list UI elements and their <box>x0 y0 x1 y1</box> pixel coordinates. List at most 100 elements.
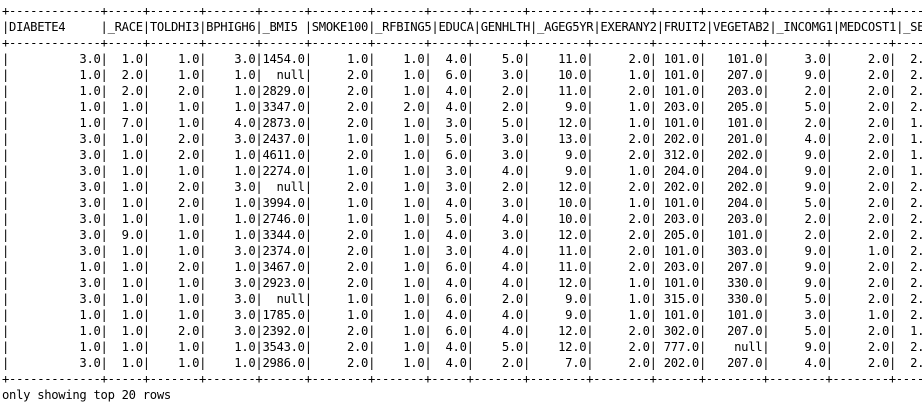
table-cell: 1.0 <box>9 116 101 130</box>
table-cell: 1.0 <box>107 324 143 338</box>
table-cell: 1.0 <box>375 84 425 98</box>
table-cell: 4.0 <box>473 212 523 226</box>
table-cell: 1.0 <box>375 164 425 178</box>
table-cell: 1.0 <box>107 148 143 162</box>
table-cell: 101.0 <box>705 116 763 130</box>
table-cell: 1.0 <box>375 52 425 66</box>
rows-shown-note: only showing top 20 rows <box>2 388 171 402</box>
table-cell: 2.0 <box>832 276 890 290</box>
table-row: | 3.0| 9.0| 1.0| 1.0|3344.0| 2.0| 1.0| 4… <box>2 227 922 243</box>
table-cell: 2.0 <box>832 260 890 274</box>
column-header: TOLDHI3 <box>149 20 200 34</box>
table-cell: 3.0 <box>9 212 101 226</box>
table-cell: 2.0 <box>910 68 922 82</box>
table-cell: 3.0 <box>206 308 256 322</box>
table-cell: 1.0 <box>149 68 200 82</box>
table-cell: 1.0 <box>149 292 200 306</box>
table-cell: 1.0 <box>910 132 922 146</box>
table-cell: 12.0 <box>529 324 587 338</box>
table-cell: 12.0 <box>529 228 587 242</box>
table-row: | 1.0| 1.0| 2.0| 3.0|2392.0| 2.0| 1.0| 6… <box>2 323 922 339</box>
table-cell: 203.0 <box>705 84 763 98</box>
table-cell: 4.0 <box>431 52 467 66</box>
table-cell: 1.0 <box>593 164 650 178</box>
table-cell: 2.0 <box>311 116 369 130</box>
table-cell: 2.0 <box>107 84 143 98</box>
table-cell: 2.0 <box>832 52 890 66</box>
table-cell: 2746.0 <box>262 212 305 226</box>
table-row: | 1.0| 7.0| 1.0| 4.0|2873.0| 2.0| 1.0| 3… <box>2 115 922 131</box>
table-cell: 1.0 <box>206 356 256 370</box>
table-cell: 2.0 <box>832 340 890 354</box>
table-row: | 1.0| 2.0| 1.0| 1.0| null| 2.0| 1.0| 6.… <box>2 67 922 83</box>
table-cell: 9.0 <box>769 164 826 178</box>
table-cell: 1.0 <box>9 340 101 354</box>
table-cell: 3.0 <box>473 228 523 242</box>
table-cell: 3.0 <box>769 308 826 322</box>
table-cell: 1.0 <box>149 212 200 226</box>
table-cell: 3.0 <box>9 276 101 290</box>
table-cell: 6.0 <box>431 324 467 338</box>
table-cell: 4.0 <box>473 260 523 274</box>
table-cell: 2.0 <box>311 84 369 98</box>
table-cell: 3.0 <box>206 132 256 146</box>
table-cell: 202.0 <box>705 180 763 194</box>
table-cell: 3.0 <box>9 228 101 242</box>
table-cell: 101.0 <box>656 308 700 322</box>
table-cell: 1.0 <box>593 100 650 114</box>
table-cell: 2.0 <box>473 180 523 194</box>
table-cell: 4.0 <box>431 276 467 290</box>
column-header: GENHLTH <box>480 20 531 34</box>
table-cell: 1.0 <box>206 148 256 162</box>
table-cell: 302.0 <box>656 324 700 338</box>
table-cell: 3.0 <box>9 164 101 178</box>
table-cell: 2.0 <box>473 292 523 306</box>
table-cell: 2.0 <box>832 132 890 146</box>
table-cell: 5.0 <box>473 340 523 354</box>
table-cell: null <box>705 340 763 354</box>
table-cell: 4.0 <box>473 244 523 258</box>
table-cell: 9.0 <box>107 228 143 242</box>
table-cell: 2.0 <box>593 52 650 66</box>
table-cell: 2.0 <box>769 228 826 242</box>
column-header: FRUIT2 <box>663 20 707 34</box>
table-cell: 303.0 <box>705 244 763 258</box>
table-cell: 2.0 <box>149 148 200 162</box>
table-cell: 315.0 <box>656 292 700 306</box>
table-cell: 2.0 <box>473 100 523 114</box>
table-cell: 2.0 <box>311 228 369 242</box>
table-border-mid: +-------------+-----+-------+-------+---… <box>2 36 922 50</box>
table-cell: 3.0 <box>473 196 523 210</box>
table-cell: 1.0 <box>149 244 200 258</box>
table-cell: 1.0 <box>107 212 143 226</box>
table-cell: 3.0 <box>9 356 101 370</box>
table-row: | 3.0| 1.0| 2.0| 1.0|4611.0| 2.0| 1.0| 6… <box>2 147 922 163</box>
table-cell: 1.0 <box>206 84 256 98</box>
table-cell: 2.0 <box>593 84 650 98</box>
table-cell: 2873.0 <box>262 116 305 130</box>
table-cell: 2.0 <box>832 164 890 178</box>
table-cell: 203.0 <box>656 212 700 226</box>
table-cell: 5.0 <box>769 100 826 114</box>
table-cell: 1.0 <box>375 132 425 146</box>
table-cell: 1.0 <box>9 84 101 98</box>
column-header: _AGEG5YR <box>537 20 594 34</box>
table-cell: 5.0 <box>769 292 826 306</box>
column-header: _RFBING5 <box>375 20 432 34</box>
table-cell: 2.0 <box>910 228 922 242</box>
table-cell: 1.0 <box>9 68 101 82</box>
table-cell: 11.0 <box>529 244 587 258</box>
table-cell: 1.0 <box>206 164 256 178</box>
table-cell: 2.0 <box>593 340 650 354</box>
table-cell: 2.0 <box>769 84 826 98</box>
table-cell: 1.0 <box>593 292 650 306</box>
table-cell: 1.0 <box>375 324 425 338</box>
table-cell: 330.0 <box>705 292 763 306</box>
table-row: | 3.0| 1.0| 1.0| 1.0|2746.0| 1.0| 1.0| 5… <box>2 211 922 227</box>
table-row: | 1.0| 1.0| 2.0| 1.0|3467.0| 2.0| 1.0| 6… <box>2 259 922 275</box>
table-cell: 1.0 <box>593 116 650 130</box>
table-cell: 1.0 <box>107 308 143 322</box>
table-cell: 1.0 <box>149 116 200 130</box>
table-cell: 101.0 <box>656 68 700 82</box>
table-cell: 3.0 <box>431 244 467 258</box>
